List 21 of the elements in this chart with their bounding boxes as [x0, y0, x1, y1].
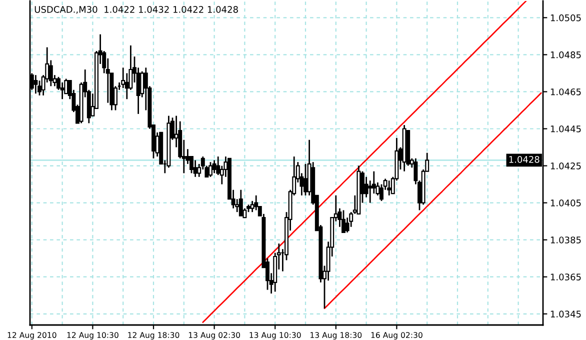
candlestick [238, 189, 243, 216]
y-tick-label: 1.0465 [550, 88, 581, 96]
y-tick-label: 1.0405 [550, 200, 581, 206]
y-tick-label: 1.0425 [550, 162, 581, 170]
candlestick [387, 180, 392, 196]
y-tick-label: 1.0385 [550, 236, 581, 244]
candlestick [193, 160, 198, 178]
candlestick [208, 161, 212, 178]
candlestick [368, 180, 372, 204]
y-tick-label: 1.0485 [550, 51, 581, 58]
candlestick [34, 74, 38, 94]
candlestick [342, 210, 346, 234]
chart-title: USDCAD.,M30 1.0422 1.0432 1.0422 1.0428 [34, 6, 238, 14]
candlestick [212, 160, 216, 174]
candlestick [304, 163, 308, 196]
ref-line-label: 1.0428 [509, 156, 540, 163]
line-series [324, 92, 542, 310]
y-tick-label: 1.0345 [550, 310, 581, 318]
y-tick-label: 1.0365 [550, 274, 581, 280]
y-tick-label: 1.0445 [550, 125, 581, 132]
y-tick-label: 1.0505 [550, 14, 581, 22]
